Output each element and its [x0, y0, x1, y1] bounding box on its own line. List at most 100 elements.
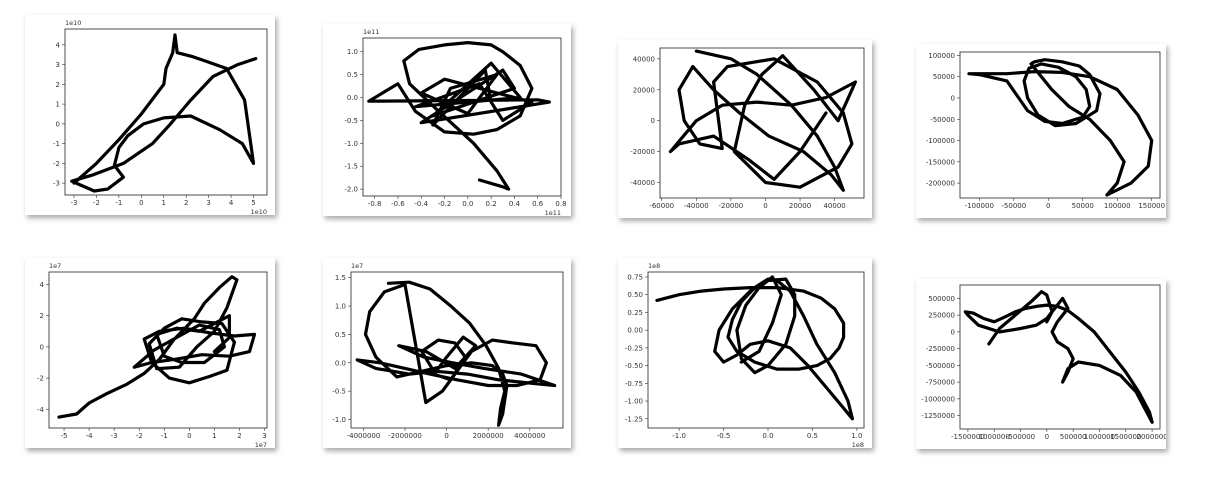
x-tick-label: 0: [187, 432, 191, 440]
x-tick-label: 0.2: [486, 200, 497, 208]
y-tick-label: -2: [37, 375, 44, 383]
y-tick-label: 1.5: [335, 274, 346, 282]
trajectory-line: [668, 49, 857, 192]
x-tick-label: 0.0: [762, 432, 773, 440]
x-tick-label: -60000: [649, 202, 674, 210]
y-tick-label: -250000: [926, 345, 955, 353]
x-tick-label: -500000: [1006, 433, 1035, 441]
y-tick-label: -40000: [630, 179, 655, 187]
y-tick-label: 1.0: [335, 303, 346, 311]
y-tick-label: 0.5: [335, 331, 346, 339]
axes-frame: [362, 37, 562, 197]
chart-svg: -5 -4 -3 -2 -1 0 1 2 3 -4 -2 0 2 4 1e7 1e7: [37, 262, 268, 448]
trajectory-line: [57, 275, 257, 419]
trajectory-line: [963, 290, 1154, 424]
y-tick-label: -2: [53, 160, 60, 168]
axes-frame: [350, 271, 564, 429]
y-tick-label: 0: [651, 117, 655, 125]
plot-panel-8: -1500000 1000000 -500000 0 500000 1000000 1500…: [916, 279, 1166, 449]
x-tick-label: 3: [206, 199, 210, 207]
plot-panel-5: -5 -4 -3 -2 -1 0 1 2 3 -4 -2 0 2 4 1e7 1e7: [25, 258, 275, 448]
x-offset-label: 1e8: [852, 441, 864, 448]
chart-svg: -0.8 -0.6 -0.4 -0.2 0.0 0.2 0.4 0.6 0.8 -2.0 -1.5 -…: [344, 28, 566, 216]
y-tick-label: -0.25: [625, 344, 643, 352]
x-tick-label: -2: [93, 199, 100, 207]
y-tick-label: -1000000: [921, 395, 955, 403]
y-tick-label: 1: [56, 101, 60, 109]
x-tick-label: 0: [444, 432, 448, 440]
y-tick-label: 250000: [928, 312, 955, 320]
y-tick-label: 0: [951, 94, 955, 102]
y-tick-label: -0.75: [625, 380, 643, 388]
y-offset-label: 1e8: [648, 262, 660, 270]
x-tick-label: 0.6: [532, 200, 544, 208]
x-tick-label: 2000000: [473, 432, 504, 440]
x-tick-label: 150000: [1138, 202, 1165, 210]
y-tick-label: 0: [951, 328, 955, 336]
y-offset-label: 1e10: [65, 19, 81, 27]
x-tick-label: -0.8: [368, 200, 382, 208]
y-tick-label: 1.0: [347, 48, 358, 56]
x-tick-label: 1000000: [979, 433, 1010, 441]
x-tick-label: -5: [61, 432, 68, 440]
x-tick-label: -50000: [1001, 202, 1026, 210]
x-tick-label: 0.4: [509, 200, 521, 208]
y-tick-label: 0.00: [627, 327, 643, 335]
x-tick-label: 0: [763, 202, 767, 210]
y-offset-label: 1e7: [351, 262, 363, 270]
x-tick-label: 3: [262, 432, 266, 440]
x-tick-label: 0.5: [807, 432, 818, 440]
plot-panel-3: -60000 -40000 -20000 0 20000 40000 -40000 -2000…: [618, 40, 872, 218]
x-tick-label: -3: [70, 199, 77, 207]
plot-panel-2: -0.8 -0.6 -0.4 -0.2 0.0 0.2 0.4 0.6 0.8 -2.0 -1.5 -…: [323, 24, 571, 216]
y-tick-label: -0.5: [344, 117, 358, 125]
x-tick-label: -100000: [965, 202, 994, 210]
y-tick-label: 0.25: [627, 309, 643, 317]
x-tick-label: 500000: [1060, 433, 1087, 441]
x-tick-label: 2: [184, 199, 188, 207]
x-tick-label: 1.0: [851, 432, 862, 440]
x-offset-label: 1e11: [545, 209, 561, 216]
x-tick-label: -1: [115, 199, 122, 207]
x-tick-label: 1: [212, 432, 216, 440]
y-tick-label: 2: [56, 81, 60, 89]
y-tick-label: 4: [40, 281, 45, 289]
y-tick-label: -0.5: [332, 388, 346, 396]
y-offset-label: 1e11: [363, 28, 379, 36]
axes-frame: [959, 51, 1161, 199]
x-tick-label: -1: [161, 432, 168, 440]
x-tick-label: 0: [1046, 202, 1050, 210]
y-tick-label: -1.0: [344, 140, 358, 148]
x-tick-label: 5: [251, 199, 255, 207]
trajectory-line: [70, 33, 258, 193]
y-tick-label: -1: [53, 140, 60, 148]
y-tick-label: -1.25: [625, 415, 643, 423]
trajectory-line: [655, 275, 854, 421]
plot-panel-6: -4000000 -2000000 0 2000000 4000000 -1.0 -0.5 0…: [323, 258, 571, 448]
x-tick-label: -0.2: [438, 200, 452, 208]
plot-panel-4: -100000 -50000 0 50000 100000 150000 -200000 -1…: [916, 44, 1166, 218]
x-tick-label: 0: [139, 199, 143, 207]
x-tick-label: 0.8: [555, 200, 566, 208]
x-tick-label: 2000000: [1137, 433, 1166, 441]
y-tick-label: -1.00: [625, 398, 643, 406]
y-tick-label: -20000: [630, 148, 655, 156]
y-tick-label: 50000: [933, 73, 955, 81]
y-tick-label: 500000: [928, 295, 955, 303]
x-offset-label: 1e10: [251, 208, 267, 215]
chart-svg: -3 -2 -1 0 1 2 3 4 5 -3 -2 -1 0 1 2 3 4 1e10 1e10: [53, 19, 268, 215]
y-tick-label: -4: [37, 406, 45, 414]
x-tick-label: -2000000: [388, 432, 422, 440]
axes-frame: [659, 47, 865, 199]
chart-svg: -1.0 -0.5 0.0 0.5 1.0 -1.25 -1.00 -0.75 -0.50 -0.…: [625, 262, 865, 448]
y-tick-label: -0.50: [625, 362, 643, 370]
x-tick-label: -3: [111, 432, 118, 440]
y-tick-label: -100000: [926, 137, 955, 145]
x-tick-label: 4: [229, 199, 234, 207]
y-tick-label: 0.50: [627, 291, 643, 299]
x-tick-label: 1: [162, 199, 166, 207]
x-tick-label: 1000000: [1084, 433, 1115, 441]
y-tick-label: -750000: [926, 379, 955, 387]
x-tick-label: -40000: [684, 202, 709, 210]
